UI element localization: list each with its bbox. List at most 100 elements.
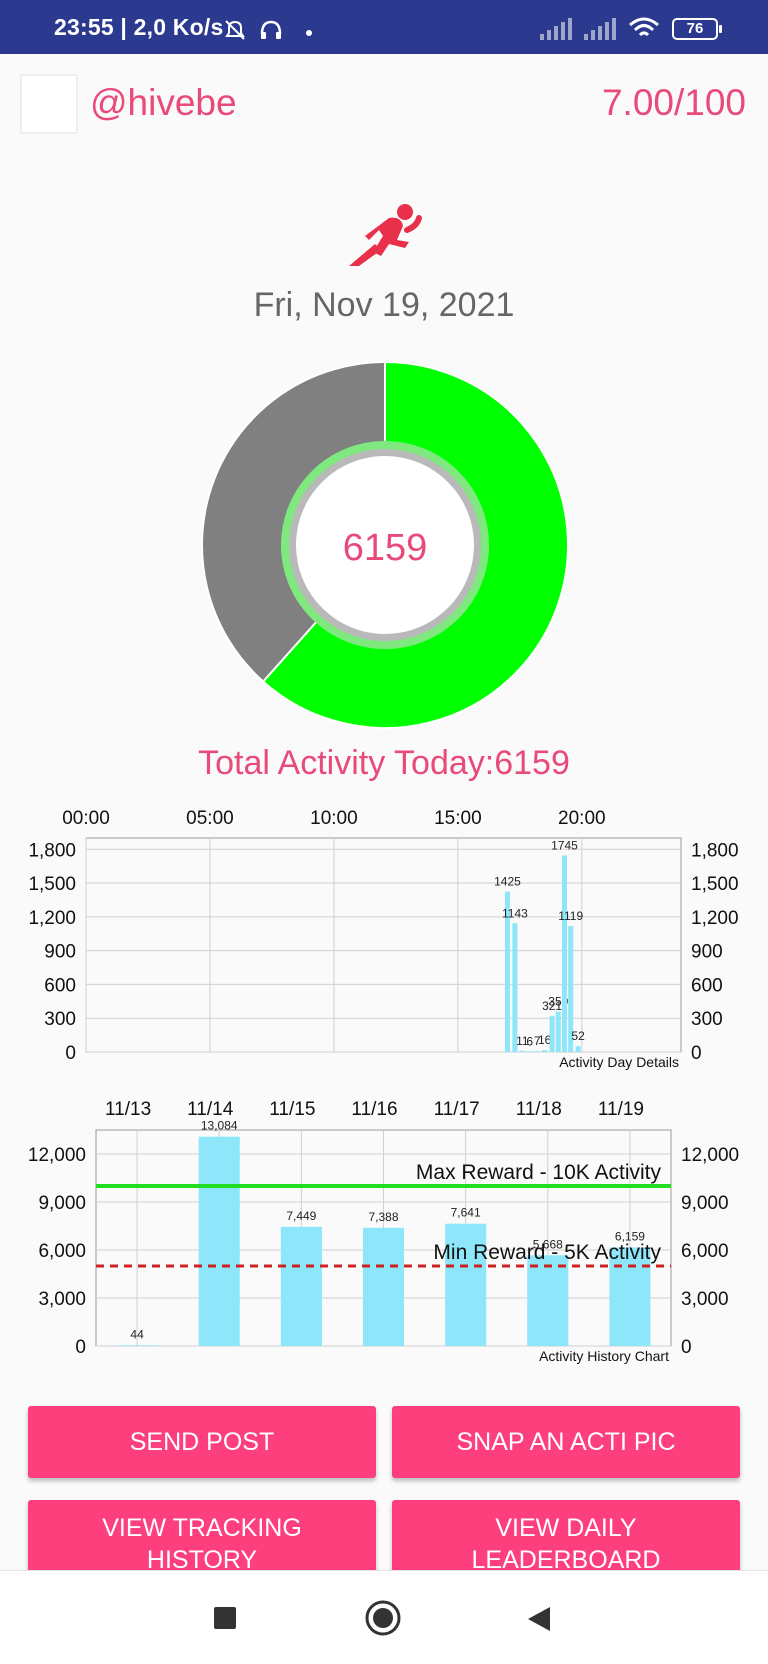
day-y-tick-right: 900	[691, 942, 723, 963]
history-x-tick: 11/17	[434, 1099, 480, 1120]
day-y-tick-left: 900	[44, 942, 76, 963]
view-daily-leaderboard-button[interactable]: VIEW DAILY LEADERBOARD	[392, 1500, 740, 1570]
snap-pic-button[interactable]: SNAP AN ACTI PIC	[392, 1406, 740, 1478]
history-bar	[280, 1226, 322, 1346]
square-stop-icon[interactable]	[214, 1607, 236, 1629]
running-person-icon	[349, 204, 422, 266]
history-y-tick-left: 3,000	[38, 1289, 86, 1310]
day-bar	[519, 1050, 525, 1052]
history-limit-label: Min Reward - 5K Activity	[433, 1241, 661, 1264]
lower-buttons-area: VIEW TRACKING HISTORY VIEW DAILY LEADERBOA…	[0, 1490, 768, 1570]
day-bar	[542, 1050, 548, 1052]
history-x-tick: 11/18	[516, 1099, 562, 1120]
day-y-tick-right: 600	[691, 975, 723, 996]
history-y-tick-right: 9,000	[681, 1193, 729, 1214]
day-bar	[561, 855, 567, 1052]
signal-icon-2	[584, 18, 616, 40]
view-history-line2: HISTORY	[146, 1546, 258, 1570]
day-y-tick-left: 1,800	[28, 840, 76, 861]
history-x-tick: 11/14	[187, 1099, 234, 1120]
history-y-tick-right: 12,000	[681, 1145, 739, 1166]
activity-donut-chart: 6159	[201, 360, 569, 729]
view-tracking-history-button[interactable]: VIEW TRACKING HISTORY	[28, 1500, 376, 1570]
view-leaderboard-line2: LEADERBOARD	[471, 1546, 661, 1570]
day-bar	[549, 1015, 555, 1052]
history-limit-label: Max Reward - 10K Activity	[416, 1161, 662, 1184]
day-bar-label: 7	[534, 1034, 541, 1048]
history-bar	[198, 1136, 240, 1346]
history-bar-label: 7,641	[451, 1206, 481, 1220]
score: 7.00/100	[601, 82, 746, 123]
day-bar	[575, 1046, 581, 1052]
notifications-muted-icon	[225, 20, 245, 40]
history-y-tick-left: 0	[75, 1337, 86, 1358]
day-bar-label: 1143	[502, 906, 528, 920]
day-x-tick: 20:00	[558, 808, 606, 829]
day-y-tick-left: 600	[44, 975, 76, 996]
view-leaderboard-line1: VIEW DAILY	[495, 1514, 637, 1542]
day-y-tick-right: 0	[691, 1043, 702, 1064]
history-bar-label: 6,159	[615, 1229, 645, 1243]
history-y-tick-right: 6,000	[681, 1241, 729, 1262]
activity-day-chart: 0 0 300 300 600 600 900 900 1,200 1,200 1,500 1,500…	[0, 800, 768, 1080]
day-x-tick: 05:00	[186, 808, 234, 829]
day-y-tick-right: 300	[691, 1009, 723, 1030]
day-y-tick-left: 1,200	[28, 908, 76, 929]
history-x-tick: 11/13	[105, 1099, 151, 1120]
day-bar-label: 1119	[558, 909, 583, 923]
history-bar	[527, 1255, 569, 1346]
day-bar	[504, 891, 510, 1052]
history-bar-label: 44	[130, 1327, 144, 1341]
avatar[interactable]	[20, 74, 78, 134]
navigation-bar	[0, 1570, 768, 1664]
history-x-tick: 11/16	[351, 1099, 397, 1120]
dot-icon	[306, 30, 312, 36]
day-bar-label: 6	[526, 1034, 533, 1048]
day-chart-frame	[85, 837, 682, 1053]
day-y-tick-right: 1,200	[691, 908, 739, 929]
day-bar-label: 321	[542, 999, 562, 1013]
day-y-tick-left: 1,500	[28, 874, 76, 895]
day-x-tick: 10:00	[310, 808, 358, 829]
day-bar	[534, 1051, 540, 1052]
history-x-tick: 11/15	[269, 1099, 315, 1120]
day-y-tick-right: 1,800	[691, 840, 739, 861]
wifi-icon	[629, 17, 659, 37]
history-y-tick-right: 3,000	[681, 1289, 729, 1310]
day-bar-label: 1745	[551, 838, 578, 852]
day-bar	[555, 1011, 561, 1052]
day-bar-label: 11	[516, 1034, 529, 1048]
battery-indicator: 76	[672, 18, 722, 40]
history-bar-label: 7,449	[286, 1209, 316, 1223]
donut-value: 6159	[343, 527, 428, 569]
history-bar-label: 5,668	[533, 1237, 563, 1251]
day-bar	[568, 925, 574, 1052]
triangle-back-icon[interactable]	[526, 1605, 552, 1633]
history-bar-label: 7,388	[368, 1210, 398, 1224]
circle-home-icon[interactable]	[364, 1599, 402, 1637]
history-bar	[116, 1345, 158, 1346]
history-bar	[362, 1227, 405, 1346]
history-x-tick: 11/19	[598, 1099, 644, 1120]
history-y-tick-right: 0	[681, 1337, 692, 1358]
day-y-tick-right: 1,500	[691, 874, 739, 895]
history-bar	[609, 1247, 651, 1346]
status-time: 23:55 | 2,0 Ko/s	[54, 14, 224, 40]
day-bar-label: 16	[538, 1033, 552, 1047]
day-bar	[527, 1051, 533, 1052]
history-y-tick-left: 12,000	[28, 1145, 86, 1166]
day-bar-label: 1425	[494, 875, 521, 889]
username: @hivebe	[90, 82, 237, 123]
send-post-button[interactable]: SEND POST	[28, 1406, 376, 1478]
activity-history-chart: 0 0 3,000 3,000 6,000 6,000 9,000 9,000 12,000 12…	[0, 1090, 768, 1370]
day-y-tick-left: 0	[65, 1043, 76, 1064]
view-history-line1: VIEW TRACKING	[102, 1514, 302, 1542]
day-x-tick: 15:00	[434, 808, 482, 829]
history-bar-label: 13,084	[201, 1119, 238, 1133]
day-bar	[512, 923, 518, 1052]
status-bar: 23:55 | 2,0 Ko/s 76	[0, 0, 768, 54]
signal-icon	[540, 18, 572, 40]
history-y-tick-left: 6,000	[38, 1241, 86, 1262]
day-y-tick-left: 300	[44, 1009, 76, 1030]
history-chart-caption: Activity History Chart	[539, 1348, 669, 1364]
